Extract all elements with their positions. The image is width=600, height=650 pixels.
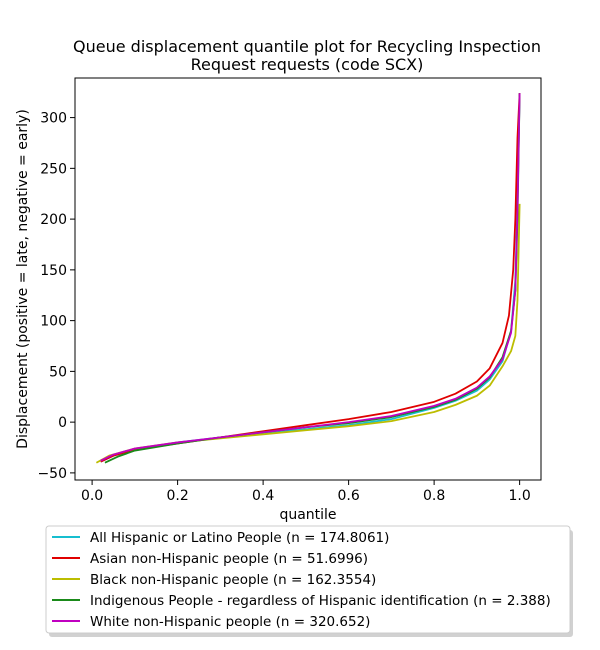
x-tick-label: 0.2: [166, 488, 188, 504]
legend-label-3: Indigenous People - regardless of Hispan…: [90, 593, 551, 609]
y-tick-label: 200: [40, 212, 67, 228]
y-axis-label: Displacement (positive = late, negative …: [15, 109, 31, 449]
series-line-3: [104, 93, 521, 464]
x-tick-label: 1.0: [508, 488, 530, 504]
x-axis-label: quantile: [279, 507, 336, 523]
x-axis-ticks: 0.0 0.2 0.4 0.6 0.8 1.0: [81, 480, 531, 504]
legend: All Hispanic or Latino People (n = 174.8…: [45, 525, 573, 637]
series-line-1: [100, 93, 521, 463]
series-line-0: [100, 93, 521, 463]
plot-frame: [74, 77, 542, 481]
legend-label-1: Asian non-Hispanic people (n = 51.6996): [90, 551, 368, 567]
y-tick-label: 300: [40, 111, 67, 127]
y-tick-label: 0: [58, 415, 67, 431]
chart-title-line-1: Queue displacement quantile plot for Rec…: [73, 37, 541, 56]
chart-title-line-2: Request requests (code SCX): [191, 55, 424, 74]
y-tick-label: −50: [37, 466, 67, 482]
legend-label-4: White non-Hispanic people (n = 320.652): [90, 614, 370, 630]
series-line-2: [95, 203, 521, 464]
legend-box: [45, 525, 571, 634]
series-line-4: [100, 93, 521, 462]
x-tick-label: 0.6: [337, 488, 359, 504]
legend-label-0: All Hispanic or Latino People (n = 174.8…: [90, 530, 389, 546]
y-tick-label: 100: [40, 314, 67, 330]
series-lines: [95, 93, 521, 464]
y-axis-ticks: −50 0 50 100 150 200 250 300: [37, 111, 75, 482]
legend-label-2: Black non-Hispanic people (n = 162.3554): [90, 572, 376, 588]
x-tick-label: 0.0: [81, 488, 103, 504]
y-tick-label: 50: [49, 364, 67, 380]
x-tick-label: 0.8: [423, 488, 445, 504]
y-tick-label: 150: [40, 263, 67, 279]
x-tick-label: 0.4: [252, 488, 274, 504]
y-tick-label: 250: [40, 161, 67, 177]
